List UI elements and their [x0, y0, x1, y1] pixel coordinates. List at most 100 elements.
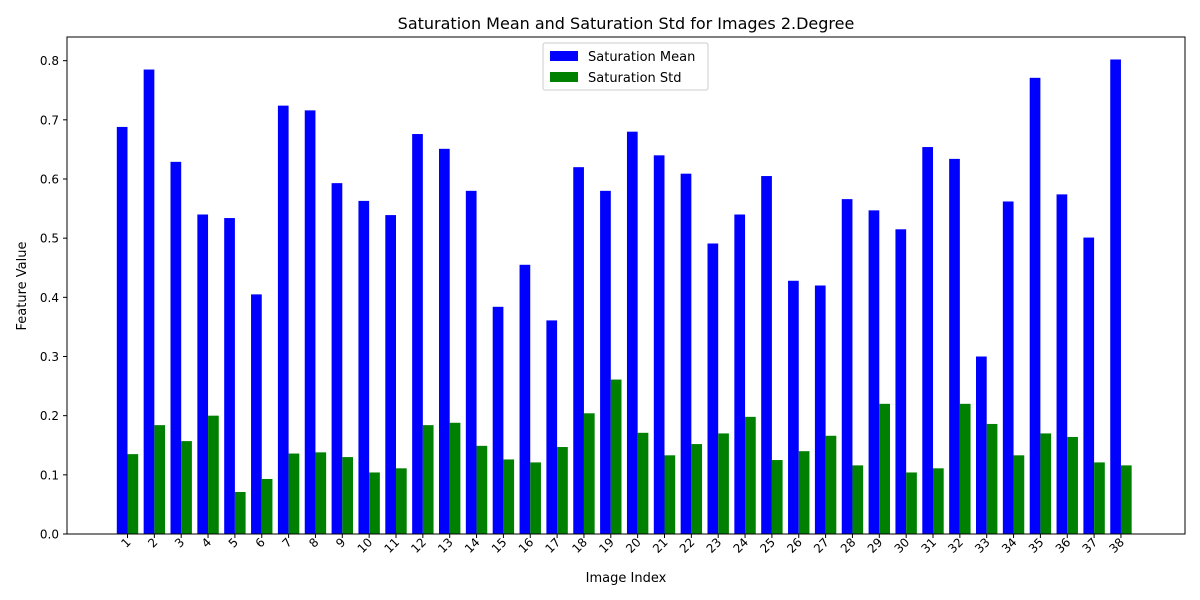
bar-saturation-mean-3 — [170, 161, 182, 534]
bar-saturation-std-25 — [771, 460, 783, 534]
x-tick-label-9: 9 — [333, 535, 348, 550]
bar-saturation-mean-21 — [653, 155, 665, 534]
bar-saturation-mean-35 — [1029, 77, 1041, 534]
bar-saturation-mean-14 — [465, 190, 477, 534]
x-tick-label-16: 16 — [516, 535, 537, 556]
x-tick-label-1: 1 — [118, 535, 133, 550]
bar-saturation-std-27 — [825, 435, 837, 534]
chart-title: Saturation Mean and Saturation Std for I… — [398, 14, 855, 33]
bar-saturation-std-22 — [691, 444, 703, 534]
bar-saturation-std-2 — [154, 425, 166, 534]
bar-saturation-std-9 — [342, 457, 353, 534]
bar-saturation-mean-30 — [895, 229, 907, 535]
bar-saturation-std-7 — [288, 453, 300, 534]
x-tick-label-22: 22 — [677, 535, 698, 556]
x-tick-label-36: 36 — [1053, 535, 1074, 556]
x-axis: 1 2 3 4 5 6 7 8 9 10 11 12 13 14 15 16 17 18 19 20 21 22 23 24 2… — [118, 534, 1127, 556]
bar-saturation-mean-13 — [439, 148, 450, 534]
x-tick-label-35: 35 — [1026, 535, 1047, 556]
bar-saturation-std-14 — [476, 445, 488, 534]
x-tick-label-3: 3 — [172, 535, 187, 550]
x-tick-label-37: 37 — [1080, 535, 1101, 556]
bar-saturation-std-24 — [745, 416, 756, 534]
x-tick-label-32: 32 — [945, 535, 966, 556]
y-tick-label-0.3: 0.3 — [40, 350, 59, 364]
y-axis-label: Feature Value — [15, 242, 30, 331]
bar-saturation-mean-10 — [358, 200, 370, 534]
bar-saturation-std-17 — [557, 447, 568, 534]
bar-saturation-std-12 — [422, 425, 434, 534]
x-tick-label-23: 23 — [704, 535, 725, 556]
legend-label-saturation-mean: Saturation Mean — [588, 50, 695, 65]
legend-swatch-saturation-mean — [550, 51, 578, 61]
bar-saturation-std-36 — [1067, 436, 1078, 534]
x-tick-label-5: 5 — [226, 535, 241, 550]
bar-saturation-std-26 — [798, 451, 810, 534]
x-tick-label-15: 15 — [489, 535, 510, 556]
bar-saturation-std-21 — [664, 455, 676, 534]
x-tick-label-11: 11 — [381, 535, 402, 556]
bar-saturation-std-29 — [879, 403, 890, 534]
x-tick-label-2: 2 — [145, 535, 160, 550]
y-tick-label-0.1: 0.1 — [40, 468, 59, 482]
bar-saturation-mean-37 — [1083, 237, 1095, 534]
y-tick-label-0.8: 0.8 — [40, 54, 59, 68]
bar-saturation-mean-5 — [224, 218, 235, 535]
bar-saturation-mean-33 — [976, 356, 987, 534]
bar-saturation-mean-31 — [922, 147, 933, 535]
bar-saturation-mean-20 — [626, 131, 638, 535]
bar-saturation-mean-17 — [546, 320, 558, 534]
bar-saturation-std-32 — [959, 403, 971, 534]
y-tick-label-0.2: 0.2 — [40, 409, 59, 423]
bar-saturation-mean-27 — [814, 285, 826, 534]
legend: Saturation Mean Saturation Std — [542, 42, 709, 91]
bar-saturation-std-6 — [261, 478, 273, 534]
bar-saturation-mean-1 — [116, 126, 128, 535]
bar-saturation-std-33 — [986, 423, 998, 534]
x-tick-label-10: 10 — [355, 535, 376, 556]
bar-saturation-mean-22 — [680, 173, 692, 534]
y-tick-label-0.7: 0.7 — [40, 113, 59, 127]
x-tick-label-26: 26 — [784, 535, 805, 556]
bar-saturation-mean-4 — [197, 214, 209, 534]
bar-saturation-mean-25 — [761, 176, 772, 535]
x-tick-label-28: 28 — [838, 535, 859, 556]
bar-saturation-std-13 — [449, 422, 461, 534]
bar-saturation-mean-12 — [412, 134, 423, 534]
x-tick-label-6: 6 — [253, 535, 268, 550]
bar-saturation-mean-32 — [949, 158, 960, 534]
bar-saturation-mean-19 — [600, 190, 611, 534]
bar-saturation-std-10 — [369, 472, 380, 534]
bar-saturation-std-1 — [127, 454, 139, 535]
x-tick-label-33: 33 — [972, 535, 993, 556]
bar-saturation-mean-18 — [573, 167, 584, 535]
bar-saturation-std-4 — [208, 415, 219, 534]
x-tick-label-25: 25 — [757, 535, 778, 556]
bar-saturation-std-20 — [637, 432, 649, 534]
bar-saturation-mean-34 — [1002, 201, 1014, 535]
plot-frame — [66, 36, 1186, 535]
x-tick-label-17: 17 — [543, 535, 564, 556]
bar-saturation-mean-16 — [519, 264, 531, 534]
x-tick-label-12: 12 — [408, 535, 429, 556]
x-tick-label-27: 27 — [811, 535, 832, 556]
legend-label-saturation-std: Saturation Std — [588, 71, 682, 86]
x-tick-label-29: 29 — [865, 535, 886, 556]
bar-saturation-mean-29 — [868, 210, 880, 535]
bar-saturation-std-18 — [583, 413, 595, 534]
bar-saturation-mean-7 — [277, 105, 289, 534]
bar-saturation-mean-6 — [251, 294, 262, 535]
bar-saturation-mean-2 — [143, 69, 155, 534]
bar-saturation-std-16 — [530, 462, 541, 534]
x-tick-label-20: 20 — [623, 535, 644, 556]
bar-saturation-std-35 — [1040, 433, 1052, 534]
bar-saturation-mean-23 — [707, 243, 719, 535]
bar-saturation-mean-15 — [492, 306, 504, 534]
bar-saturation-mean-11 — [385, 215, 396, 534]
x-tick-label-7: 7 — [279, 535, 294, 550]
y-tick-label-0.5: 0.5 — [40, 232, 59, 246]
bar-saturation-std-11 — [396, 468, 407, 534]
bar-saturation-mean-26 — [788, 280, 799, 534]
x-tick-label-31: 31 — [918, 535, 939, 556]
